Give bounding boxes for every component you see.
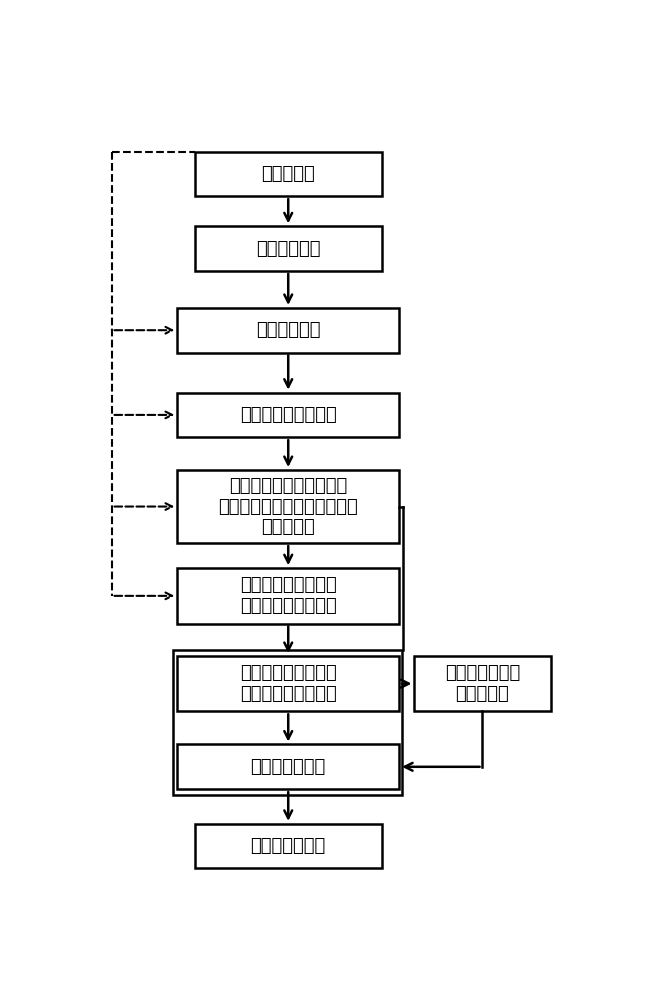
Bar (195, 226, 381, 271)
Bar (177, 393, 399, 437)
Text: 添加辅助阵元: 添加辅助阵元 (256, 240, 320, 258)
Text: 估计期望、干扰信号
来波方向及导向矢量: 估计期望、干扰信号 来波方向及导向矢量 (240, 576, 337, 615)
Bar (177, 308, 399, 353)
Bar (177, 470, 399, 543)
Text: 重构干扰加噪声
协方差矩阵: 重构干扰加噪声 协方差矩阵 (445, 664, 520, 703)
Text: 阵列接收数据: 阵列接收数据 (256, 321, 320, 339)
Bar (414, 656, 551, 711)
Text: 计算采样协方差矩阵: 计算采样协方差矩阵 (240, 406, 337, 424)
Text: 采样协方差矩阵特征分解
得到期望加干扰信号子空间、
噪声子空间: 采样协方差矩阵特征分解 得到期望加干扰信号子空间、 噪声子空间 (218, 477, 358, 536)
Bar (177, 568, 399, 624)
Bar (177, 744, 399, 789)
Bar (177, 656, 399, 711)
Text: 按次序排列导向矢量
得到估计的阵列流型: 按次序排列导向矢量 得到估计的阵列流型 (240, 664, 337, 703)
Text: 估计噪声功率值: 估计噪声功率值 (251, 758, 326, 776)
Text: 得到最优权矢量: 得到最优权矢量 (251, 837, 326, 855)
Bar (195, 824, 381, 868)
Bar (173, 650, 402, 795)
Text: 初始化参数: 初始化参数 (261, 165, 315, 183)
Bar (195, 152, 381, 196)
